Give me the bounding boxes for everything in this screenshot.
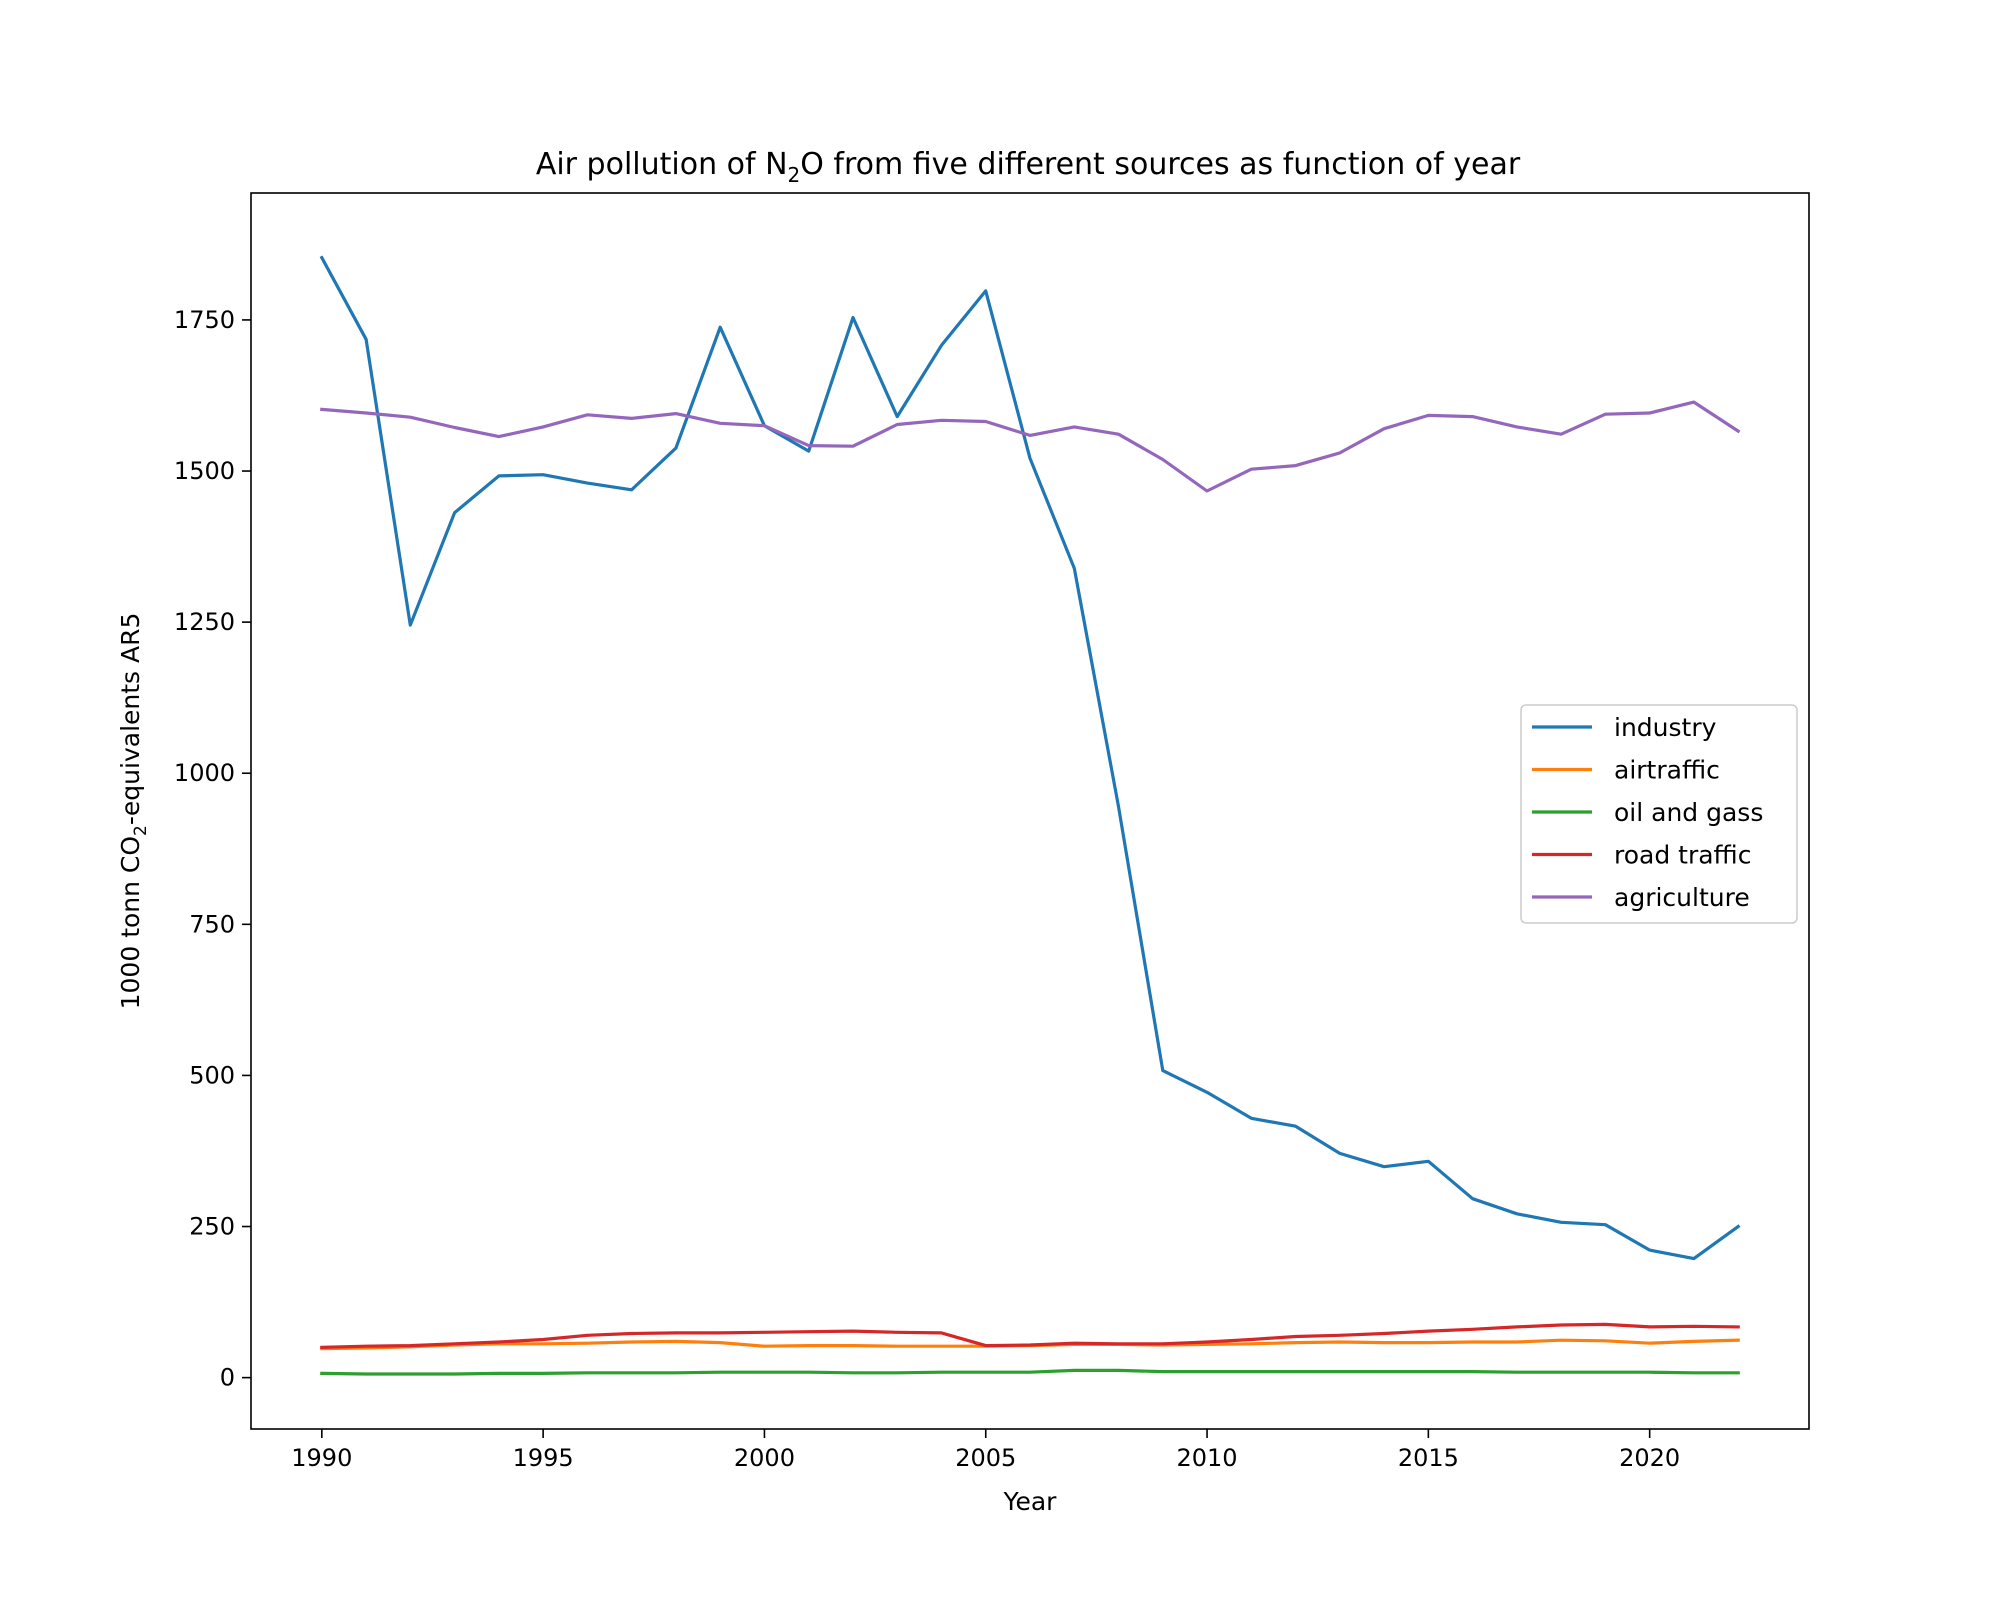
x-axis: 1990 1995 2000 2005 2010 2015 2020 (291, 1429, 1680, 1472)
x-tick-label: 2010 (1177, 1444, 1238, 1472)
series-line-3 (320, 1322, 1740, 1350)
legend-label-0: industry (1614, 713, 1717, 742)
legend-box (1520, 704, 1798, 924)
legend-label-4: agriculture (1614, 883, 1750, 912)
legend-label-3: road traffic (1614, 841, 1751, 870)
plot-frame (250, 192, 1810, 1430)
y-tick-label: 250 (189, 1213, 235, 1241)
y-tick-label: 1750 (174, 306, 235, 334)
y-tick-label: 1250 (174, 608, 235, 636)
y-axis-label: 1000 tonn CO2-equivalents AR5 (116, 613, 151, 1010)
x-tick-label: 2020 (1619, 1444, 1680, 1472)
x-tick-label: 1995 (513, 1444, 574, 1472)
legend: industry airtraffic oil and gass road traff… (1520, 704, 1798, 924)
y-tick-label: 0 (220, 1364, 235, 1392)
plot-lines (319, 255, 1741, 1376)
legend-label-1: airtraffic (1614, 756, 1720, 785)
x-tick-label: 2005 (955, 1444, 1016, 1472)
legend-label-2: oil and gass (1614, 798, 1763, 827)
y-axis: 0 250 500 750 1000 1250 1500 1750 (174, 306, 251, 1392)
x-tick-label: 2015 (1398, 1444, 1459, 1472)
y-tick-label: 1000 (174, 759, 235, 787)
series-line-2 (320, 1368, 1740, 1376)
series-line-4 (320, 400, 1741, 493)
y-tick-label: 1500 (174, 457, 235, 485)
x-tick-label: 1990 (291, 1444, 352, 1472)
x-tick-label: 2000 (734, 1444, 795, 1472)
y-tick-label: 500 (189, 1061, 235, 1089)
x-axis-label: Year (1003, 1487, 1058, 1516)
chart-title: Air pollution of N2O from five different… (536, 147, 1521, 187)
series-line-0 (319, 255, 1741, 1261)
y-tick-label: 750 (189, 910, 235, 938)
